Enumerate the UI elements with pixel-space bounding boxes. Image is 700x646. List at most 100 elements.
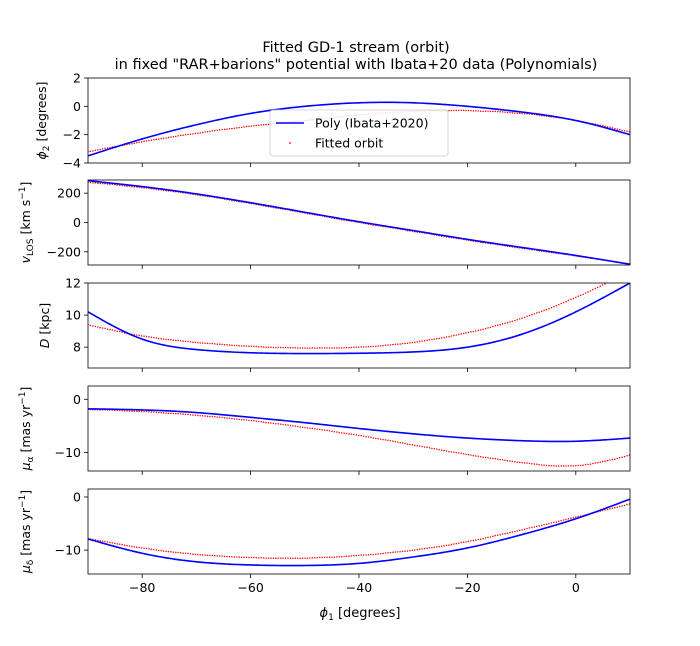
y-tick-label: −200 [47, 244, 81, 259]
orbit-point [426, 446, 428, 449]
orbit-point [182, 340, 184, 342]
orbit-point [187, 552, 189, 555]
orbit-point [299, 426, 301, 428]
orbit-point [236, 556, 238, 558]
orbit-point [318, 428, 321, 431]
orbit-point [187, 413, 189, 416]
orbit-point [404, 550, 406, 552]
orbit-point [228, 127, 231, 130]
orbit-point [350, 346, 353, 349]
orbit-point [536, 463, 538, 465]
orbit-point [153, 411, 155, 413]
orbit-point [579, 294, 582, 297]
orbit-point [531, 526, 533, 529]
chart-title-line1: Fitted GD-1 stream (orbit) [262, 40, 449, 56]
plot-area-4 [88, 408, 630, 467]
orbit-point [557, 303, 560, 306]
orbit-point [170, 339, 172, 341]
orbit-point [460, 333, 462, 335]
orbit-point [253, 556, 255, 559]
orbit-point [145, 335, 148, 338]
orbit-point [314, 428, 316, 430]
orbit-point [533, 526, 536, 528]
y-tick-label: 200 [57, 186, 81, 201]
orbit-point [375, 437, 377, 440]
orbit-point [289, 424, 292, 427]
orbit-point [89, 150, 92, 153]
orbit-point [557, 465, 560, 467]
y-axis-label-3: D [kpc] [37, 303, 52, 348]
orbit-point [162, 412, 165, 414]
orbit-point [136, 546, 138, 548]
orbit-point [316, 428, 319, 430]
orbit-point [389, 551, 392, 554]
orbit-point [328, 430, 331, 432]
orbit-point [367, 553, 370, 556]
series-fitted-orbit-3 [88, 283, 609, 349]
orbit-point [570, 465, 572, 467]
y-tick-label: 0 [73, 215, 81, 230]
orbit-point [436, 546, 438, 548]
orbit-point [406, 550, 409, 552]
y-tick-label: 8 [73, 340, 81, 355]
orbit-point [465, 453, 467, 456]
orbit-point [194, 553, 197, 555]
orbit-point [138, 141, 140, 143]
orbit-point [338, 556, 340, 558]
y-tick-label: −10 [55, 543, 81, 558]
orbit-point [494, 457, 497, 460]
orbit-point [431, 447, 433, 450]
orbit-point [416, 341, 419, 343]
orbit-point [111, 541, 114, 544]
orbit-point [567, 299, 570, 302]
orbit-point [431, 338, 433, 341]
orbit-point [206, 554, 209, 557]
orbit-point [467, 109, 470, 112]
orbit-point [365, 346, 367, 348]
orbit-point [433, 546, 436, 548]
orbit-point [511, 460, 514, 463]
orbit-point [172, 135, 175, 138]
orbit-point [153, 548, 155, 551]
orbit-point [131, 410, 133, 412]
orbit-point [97, 326, 99, 328]
series-poly-line-4 [88, 408, 630, 443]
orbit-point [382, 552, 384, 555]
orbit-point [226, 555, 228, 558]
orbit-point [489, 326, 492, 329]
orbit-point [348, 555, 350, 557]
orbit-point [192, 341, 194, 343]
orbit-point [228, 555, 231, 558]
orbit-point [170, 412, 172, 414]
orbit-point [233, 344, 236, 347]
orbit-point [501, 323, 504, 325]
orbit-point [543, 309, 545, 312]
orbit-point [301, 557, 304, 559]
orbit-point [167, 338, 170, 341]
orbit-point [194, 341, 197, 343]
orbit-point [438, 545, 440, 548]
orbit-point [511, 111, 514, 114]
orbit-point [238, 556, 240, 558]
orbit-point [257, 124, 260, 127]
orbit-point [275, 422, 277, 425]
orbit-point [253, 124, 255, 127]
orbit-point [287, 424, 289, 426]
orbit-point [526, 462, 528, 464]
orbit-point [531, 463, 533, 465]
orbit-point [440, 337, 443, 339]
orbit-point [109, 541, 111, 544]
orbit-point [250, 125, 253, 127]
orbit-point [255, 124, 258, 127]
orbit-point [306, 557, 309, 559]
orbit-point [360, 554, 362, 556]
orbit-point [194, 414, 197, 416]
orbit-point [216, 129, 219, 132]
orbit-point [255, 556, 258, 559]
orbit-point [506, 459, 509, 462]
legend-box [269, 109, 449, 157]
orbit-point [450, 451, 453, 453]
orbit-point [231, 417, 233, 420]
orbit-point [140, 410, 143, 413]
orbit-point [436, 448, 438, 450]
